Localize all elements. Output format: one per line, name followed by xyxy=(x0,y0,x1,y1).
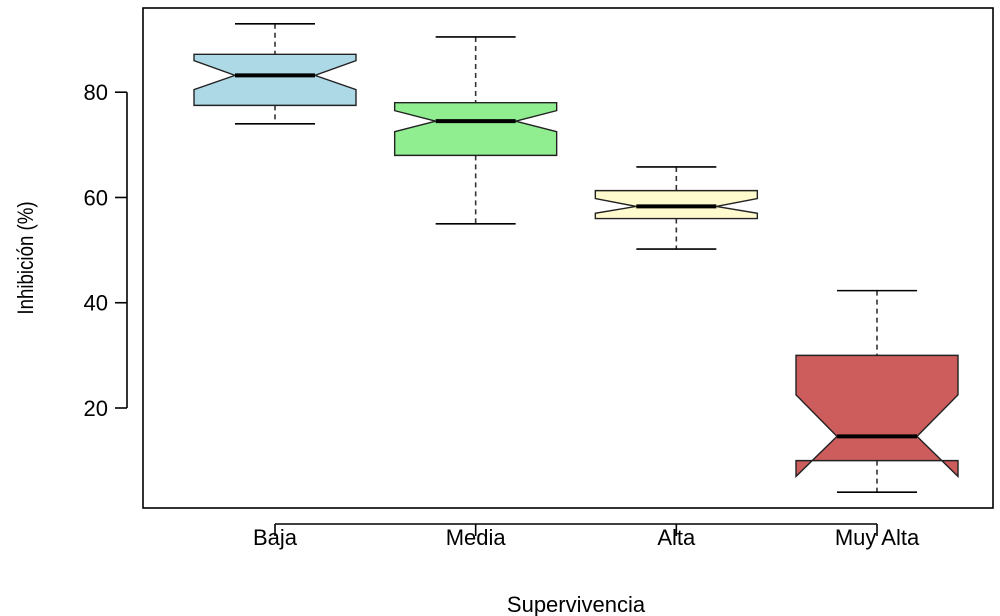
notched-box xyxy=(795,354,959,479)
box-media xyxy=(393,36,558,225)
y-tick-label: 40 xyxy=(84,291,108,316)
box-muy-alta xyxy=(795,289,959,494)
y-axis-title: Inhibición (%) xyxy=(15,201,39,314)
notched-box xyxy=(193,53,357,107)
plot-frame xyxy=(142,7,994,509)
y-axis: 20 40 60 80 xyxy=(84,80,128,421)
y-tick-label: 20 xyxy=(84,396,108,421)
boxes-layer xyxy=(193,22,959,494)
x-tick-label: Muy Alta xyxy=(835,525,920,550)
x-tick-label: Alta xyxy=(657,525,696,550)
x-axis: Baja Media Alta Muy Alta xyxy=(253,523,920,550)
x-tick-label: Baja xyxy=(253,525,298,550)
y-tick-label: 60 xyxy=(84,185,108,210)
notched-box xyxy=(393,102,558,157)
x-tick-label: Media xyxy=(446,525,507,550)
box-alta xyxy=(594,166,759,250)
box-baja xyxy=(193,22,357,125)
x-axis-title: Supervivencia xyxy=(507,592,646,616)
y-tick-label: 80 xyxy=(84,80,108,105)
